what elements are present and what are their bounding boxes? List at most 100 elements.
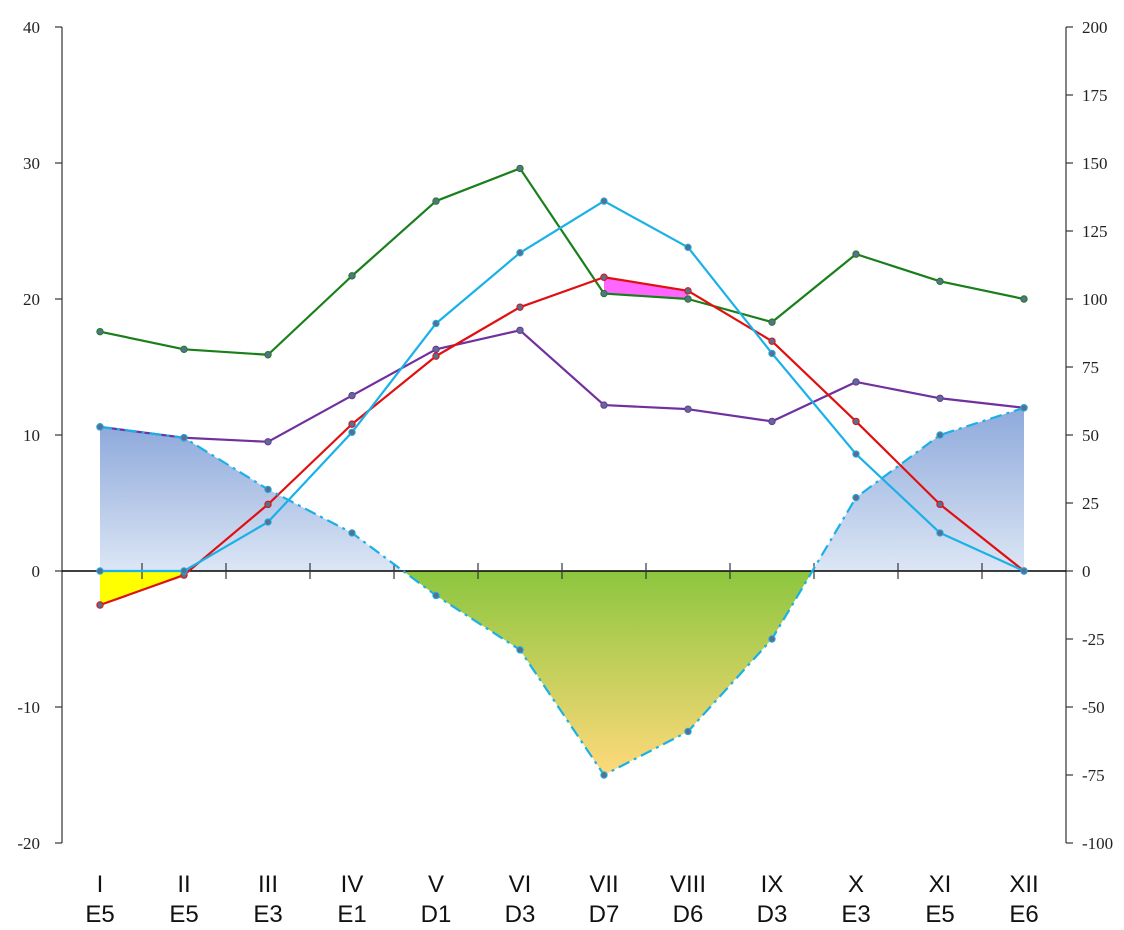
right-tick-label: -75 bbox=[1082, 766, 1105, 785]
right-tick-label: -50 bbox=[1082, 698, 1105, 717]
precip-point bbox=[768, 349, 776, 358]
right-tick-label: 25 bbox=[1082, 494, 1099, 513]
climate-class-label: D1 bbox=[421, 901, 452, 925]
month-label: VI bbox=[509, 871, 532, 898]
month-label: VIII bbox=[670, 871, 706, 898]
temp-red-point bbox=[768, 337, 776, 345]
balance-point bbox=[936, 431, 944, 439]
balance-point bbox=[264, 485, 272, 494]
month-label: I bbox=[97, 871, 104, 898]
series-points bbox=[96, 164, 1028, 779]
month-label: X bbox=[848, 871, 864, 898]
temp-max-point bbox=[96, 327, 104, 336]
precip-point bbox=[936, 529, 944, 537]
month-label: IX bbox=[761, 871, 784, 898]
temp-purple-point bbox=[348, 391, 356, 400]
precip-point bbox=[684, 243, 692, 252]
right-tick-label: 0 bbox=[1082, 562, 1091, 581]
climate-class-label: D6 bbox=[673, 901, 704, 925]
month-label: IV bbox=[341, 871, 364, 898]
month-label: XI bbox=[929, 871, 952, 898]
right-tick-label: -100 bbox=[1082, 834, 1113, 853]
temp-max-point bbox=[1020, 295, 1028, 303]
precip-point bbox=[96, 567, 104, 575]
precip-point bbox=[180, 567, 188, 575]
precip-point bbox=[516, 249, 524, 257]
month-label: V bbox=[428, 871, 444, 898]
deficit-area bbox=[403, 571, 813, 775]
right-tick-label: 200 bbox=[1082, 18, 1108, 37]
left-tick-label: 0 bbox=[32, 562, 41, 581]
precip-point bbox=[600, 197, 608, 205]
climate-class-label: E3 bbox=[253, 901, 282, 925]
climate-class-label: E3 bbox=[841, 901, 870, 925]
left-tick-label: 30 bbox=[23, 154, 40, 173]
month-label: VII bbox=[589, 871, 618, 898]
climate-class-label: E1 bbox=[337, 901, 366, 925]
balance-point bbox=[96, 423, 104, 431]
summer-highlight bbox=[604, 277, 688, 299]
temp-red-point bbox=[432, 352, 440, 360]
temp-red-point bbox=[264, 500, 272, 509]
temp-max-point bbox=[936, 277, 944, 286]
temp-purple-point bbox=[264, 438, 272, 446]
balance-point bbox=[684, 727, 692, 736]
month-label: III bbox=[258, 871, 278, 898]
climate-class-label: E5 bbox=[925, 901, 954, 925]
temp-red-point bbox=[348, 420, 356, 428]
temp-max-point bbox=[264, 351, 272, 359]
right-tick-label: 100 bbox=[1082, 290, 1108, 309]
left-tick-label: 10 bbox=[23, 426, 40, 445]
temp-red-point bbox=[96, 601, 104, 609]
precip-line bbox=[100, 199, 1025, 573]
temp-purple-point bbox=[852, 378, 860, 386]
left-tick-label: 40 bbox=[23, 18, 40, 37]
precip-point bbox=[264, 518, 272, 526]
climate-class-label: D7 bbox=[589, 901, 620, 925]
climate-class-label: E5 bbox=[85, 901, 114, 925]
temp-max-point bbox=[516, 164, 524, 173]
temp-red-point bbox=[600, 273, 608, 281]
balance-point bbox=[180, 434, 188, 442]
balance-point bbox=[768, 635, 776, 643]
temp-red-point bbox=[852, 417, 860, 426]
temp-purple-point bbox=[600, 401, 608, 409]
left-tick-label: 20 bbox=[23, 290, 40, 309]
balance-point bbox=[852, 493, 860, 502]
left-tick-label: -20 bbox=[17, 834, 40, 853]
right-tick-label: 125 bbox=[1082, 222, 1108, 241]
climate-class-label: E6 bbox=[1009, 901, 1038, 925]
precip-point bbox=[852, 450, 860, 458]
temp-purple-point bbox=[684, 405, 692, 413]
temp-max-point bbox=[348, 272, 356, 280]
precip-point bbox=[348, 428, 356, 436]
month-label: II bbox=[177, 871, 190, 898]
temp-max-point bbox=[684, 295, 692, 303]
axes bbox=[55, 26, 1073, 844]
balance-point bbox=[348, 529, 356, 537]
right-tick-label: 75 bbox=[1082, 358, 1099, 377]
temp-red-line bbox=[99, 276, 1025, 607]
right-tick-label: 175 bbox=[1082, 86, 1108, 105]
temp-red-point bbox=[936, 500, 944, 509]
temp-purple-point bbox=[768, 417, 776, 426]
balance-point bbox=[432, 591, 440, 600]
temp-max-line bbox=[99, 167, 1025, 356]
temp-purple-point bbox=[516, 326, 524, 334]
balance-point bbox=[1020, 404, 1028, 412]
temp-max-point bbox=[432, 197, 440, 205]
precip-point bbox=[432, 319, 440, 328]
temp-purple-point bbox=[432, 345, 440, 354]
precip-point bbox=[1020, 567, 1028, 575]
climate-class-label: D3 bbox=[505, 901, 536, 925]
series-lines bbox=[99, 167, 1025, 777]
temp-max-point bbox=[600, 289, 608, 298]
left-tick-label: -10 bbox=[17, 698, 40, 717]
surplus-area bbox=[100, 426, 404, 571]
temp-red-point bbox=[684, 287, 692, 295]
climate-class-label: E5 bbox=[169, 901, 198, 925]
axis-labels: -20-10010203040-100-75-50-25025507510012… bbox=[17, 18, 1113, 928]
temp-max-point bbox=[768, 318, 776, 326]
balance-point bbox=[600, 771, 608, 779]
